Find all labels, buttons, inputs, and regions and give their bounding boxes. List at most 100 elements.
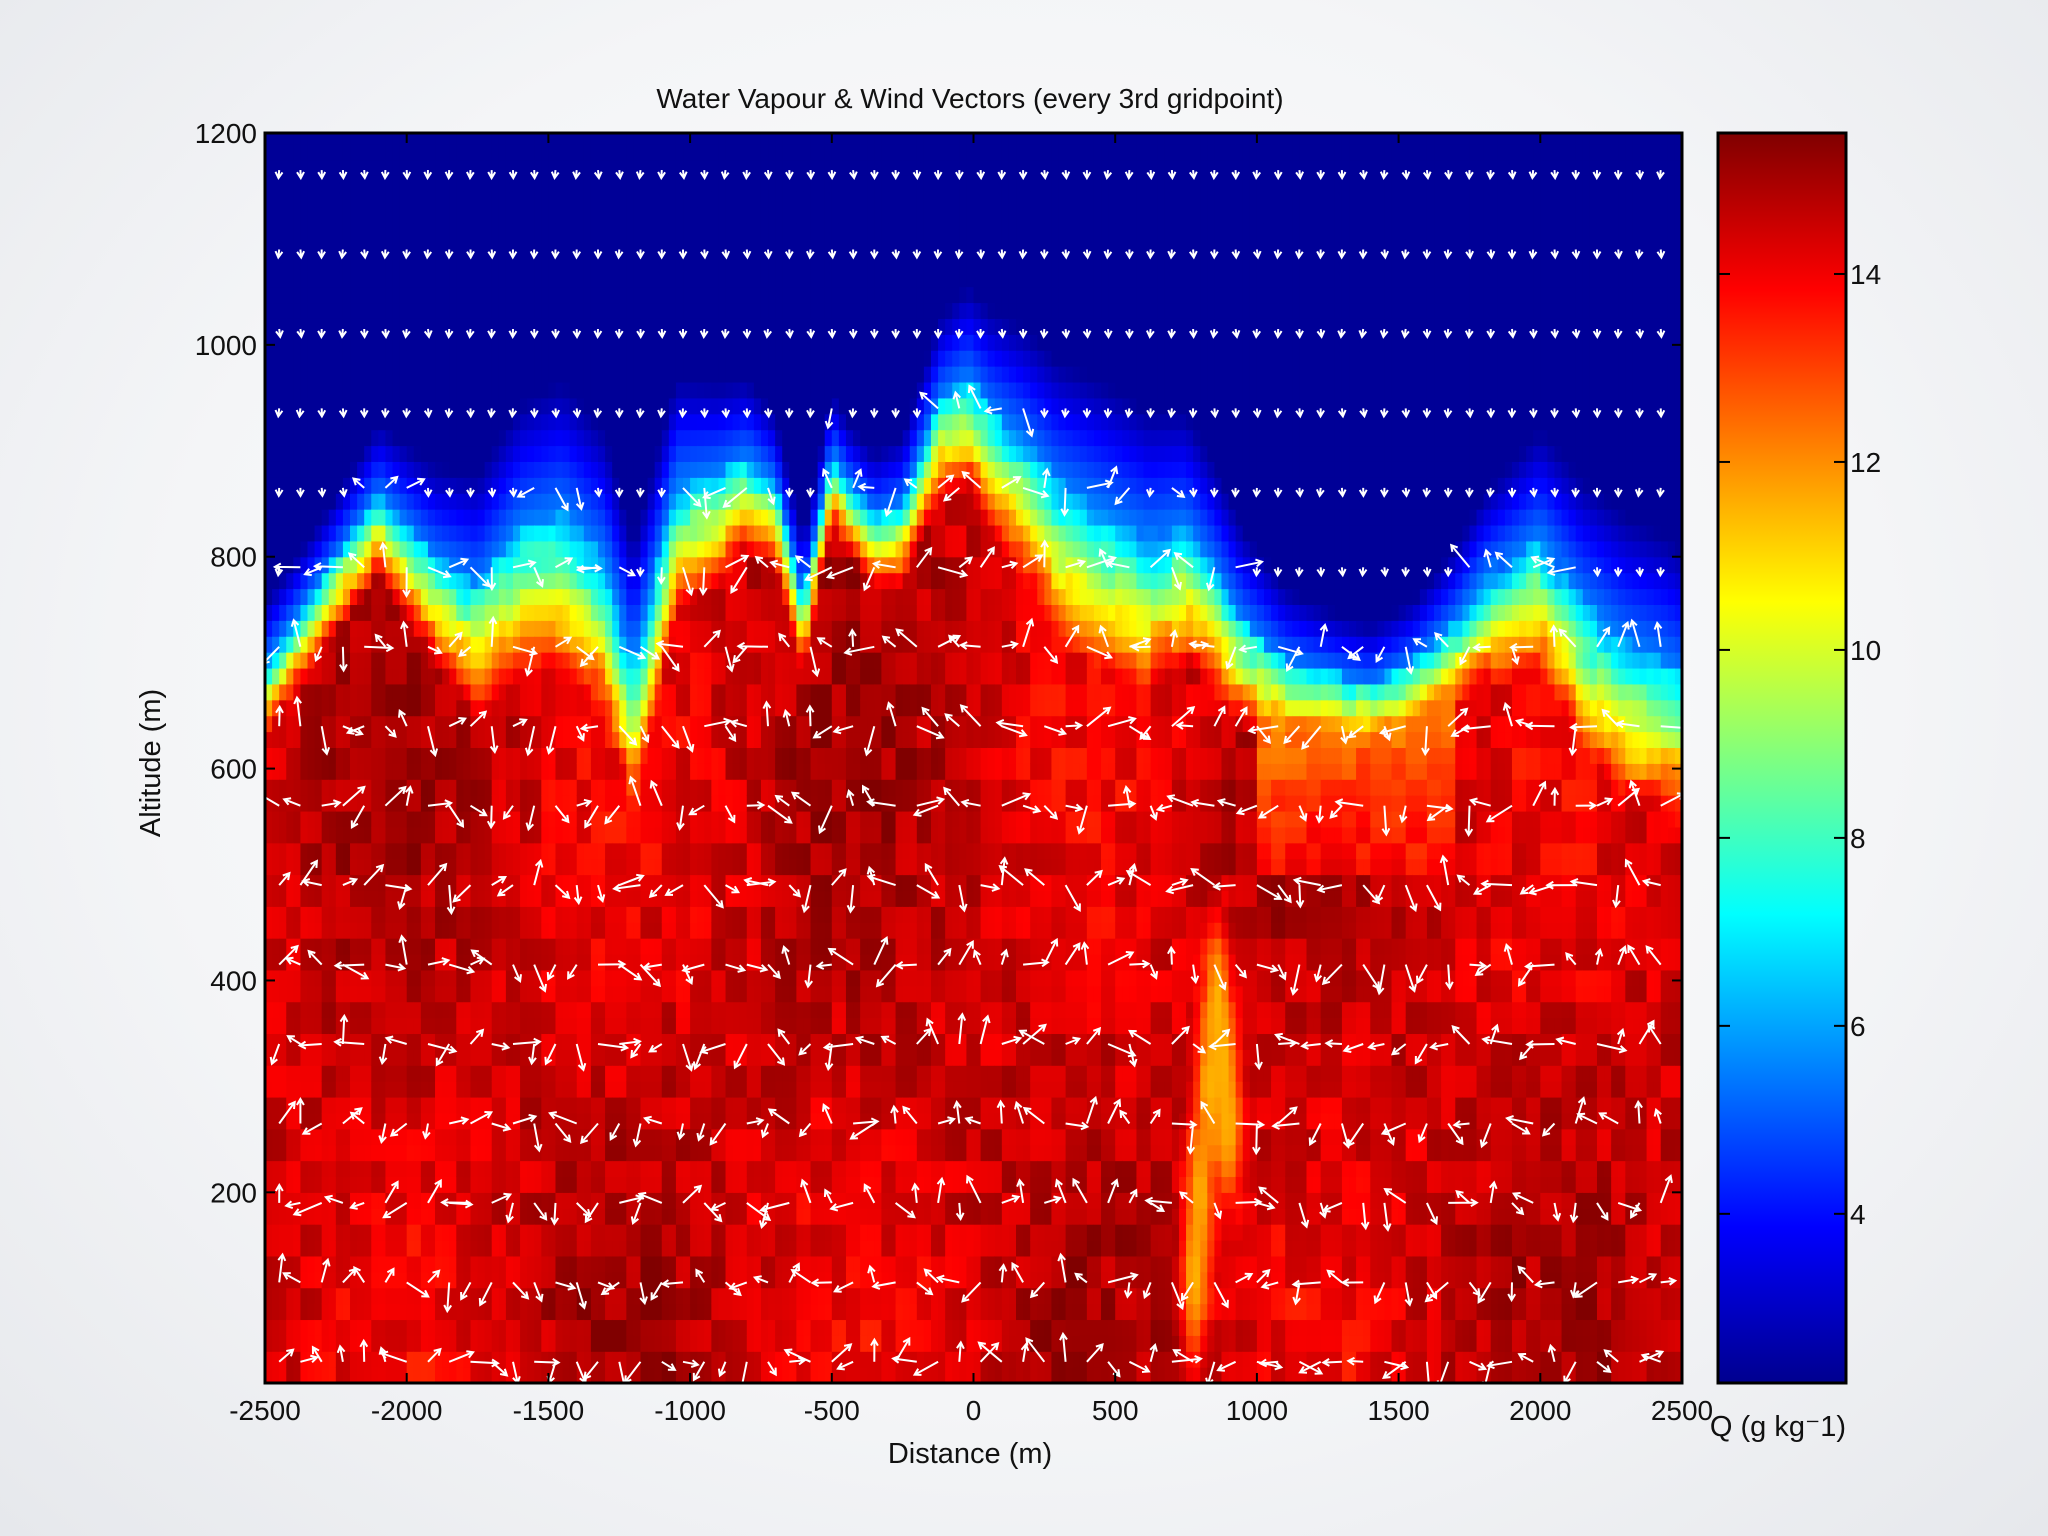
heatmap-cell — [520, 1049, 528, 1066]
heatmap-cell — [512, 1176, 521, 1193]
heatmap-cell — [668, 1351, 677, 1368]
heatmap-cell — [598, 779, 606, 796]
heatmap-cell — [435, 604, 443, 621]
heatmap-cell — [449, 477, 457, 494]
heatmap-cell — [470, 779, 479, 796]
heatmap-cell — [442, 1112, 450, 1130]
heatmap-cell — [683, 493, 691, 510]
heatmap-cell — [534, 1128, 542, 1146]
heatmap-cell — [442, 445, 450, 462]
heatmap-cell — [328, 1271, 337, 1289]
heatmap-cell — [498, 191, 507, 208]
heatmap-cell — [265, 254, 273, 272]
heatmap-cell — [321, 1001, 330, 1019]
heatmap-cell — [357, 763, 365, 780]
heatmap-cell — [661, 429, 670, 447]
heatmap-cell — [619, 826, 627, 844]
heatmap-cell — [265, 318, 273, 335]
heatmap-cell — [357, 747, 365, 764]
heatmap-cell — [413, 524, 422, 542]
heatmap-cell — [548, 620, 557, 637]
heatmap-cell — [279, 1367, 287, 1383]
heatmap-cell — [668, 334, 677, 351]
heatmap-cell — [435, 763, 443, 780]
heatmap-cell — [548, 1176, 557, 1193]
heatmap-cell — [541, 620, 550, 637]
heatmap-cell — [612, 906, 620, 923]
heatmap-cell — [427, 1192, 436, 1209]
heatmap-cell — [697, 1144, 705, 1162]
heatmap-cell — [406, 953, 415, 971]
heatmap-cell — [335, 207, 344, 224]
heatmap-cell — [442, 318, 450, 335]
heatmap-cell — [392, 366, 401, 383]
heatmap-cell — [314, 1081, 323, 1098]
heatmap-cell — [491, 969, 500, 987]
heatmap-cell — [633, 842, 642, 860]
heatmap-cell — [463, 1239, 472, 1257]
heatmap-cell — [272, 1239, 280, 1257]
heatmap-cell — [527, 350, 535, 367]
heatmap-cell — [371, 906, 379, 923]
heatmap-cell — [534, 699, 542, 717]
heatmap-cell — [697, 223, 705, 240]
heatmap-cell — [413, 133, 422, 145]
heatmap-cell — [470, 509, 479, 526]
heatmap-cell — [364, 143, 372, 161]
heatmap-cell — [654, 413, 663, 431]
heatmap-cell — [555, 413, 564, 431]
heatmap-cell — [470, 683, 479, 701]
heatmap-cell — [477, 1128, 486, 1146]
heatmap-cell — [520, 1096, 528, 1114]
heatmap-cell — [576, 636, 585, 653]
heatmap-cell — [633, 429, 642, 447]
heatmap-cell — [406, 366, 415, 383]
heatmap-cell — [491, 270, 500, 288]
heatmap-cell — [385, 985, 394, 1003]
heatmap-cell — [449, 604, 457, 621]
heatmap-cell — [442, 985, 450, 1003]
heatmap-cell — [640, 1303, 649, 1321]
heatmap-cell — [605, 159, 613, 176]
heatmap-cell — [541, 842, 550, 860]
heatmap-cell — [328, 1160, 337, 1178]
heatmap-cell — [690, 302, 698, 319]
heatmap-cell — [548, 874, 557, 892]
heatmap-cell — [520, 1160, 528, 1178]
heatmap-cell — [598, 1017, 606, 1035]
heatmap-cell — [619, 413, 627, 431]
heatmap-cell — [534, 715, 542, 733]
heatmap-cell — [427, 985, 436, 1003]
heatmap-cell — [279, 1255, 287, 1273]
heatmap-cell — [314, 1271, 323, 1289]
heatmap-cell — [555, 207, 564, 224]
heatmap-cell — [605, 397, 613, 415]
heatmap-cell — [633, 699, 642, 717]
heatmap-cell — [456, 286, 464, 304]
heatmap-cell — [633, 683, 642, 701]
heatmap-cell — [286, 1017, 294, 1035]
heatmap-cell — [470, 1319, 479, 1336]
heatmap-cell — [605, 1112, 613, 1130]
heatmap-cell — [590, 302, 599, 319]
heatmap-cell — [633, 302, 642, 319]
heatmap-cell — [442, 667, 450, 685]
heatmap-cell — [442, 874, 450, 892]
heatmap-cell — [420, 636, 429, 653]
heatmap-cell — [654, 699, 663, 717]
heatmap-cell — [442, 133, 450, 145]
heatmap-cell — [668, 366, 677, 383]
heatmap-cell — [675, 906, 684, 923]
heatmap-cell — [477, 1144, 486, 1162]
heatmap-cell — [335, 1255, 344, 1273]
heatmap-cell — [505, 1287, 514, 1305]
heatmap-cell — [491, 509, 500, 526]
heatmap-cell — [449, 1239, 457, 1257]
heatmap-cell — [442, 683, 450, 701]
heatmap-cell — [321, 890, 330, 907]
heatmap-cell — [619, 238, 627, 256]
heatmap-cell — [626, 747, 635, 764]
heatmap-cell — [272, 1271, 280, 1289]
heatmap-cell — [265, 667, 273, 685]
heatmap-cell — [435, 1192, 443, 1209]
